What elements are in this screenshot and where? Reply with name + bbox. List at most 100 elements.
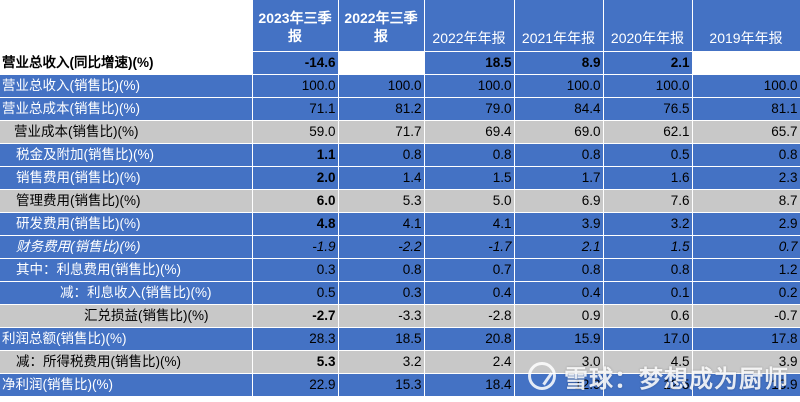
row-label: 汇兑损益(销售比)(%): [0, 304, 253, 328]
table-cell: 1.6: [603, 166, 693, 190]
table-cell: 2.1: [603, 51, 693, 75]
table-cell: 17.0: [603, 327, 693, 351]
table-cell: 2.1: [514, 235, 604, 259]
table-cell: 100.0: [424, 74, 515, 98]
table-cell: 62.1: [603, 120, 693, 144]
table-cell: 17.8: [692, 327, 800, 351]
table-cell: 71.7: [338, 120, 425, 144]
table-cell: 0.8: [603, 258, 693, 282]
table-cell: 100.0: [603, 74, 693, 98]
table-cell: 4.5: [603, 350, 693, 374]
table-cell: 12.9: [514, 373, 604, 397]
table-cell: 18.5: [338, 327, 425, 351]
table-cell: 1.5: [424, 166, 515, 190]
table-cell: 100.0: [252, 74, 339, 98]
row-label: 管理费用(销售比)(%): [0, 189, 253, 213]
table-cell: 0.8: [692, 143, 800, 167]
table-cell: -2.8: [424, 304, 515, 328]
table-cell: 0.8: [424, 143, 515, 167]
table-row: 销售费用(销售比)(%) 2.0 1.4 1.5 1.7 1.6 2.3: [0, 166, 800, 190]
table-row: 营业总收入(销售比)(%) 100.0 100.0 100.0 100.0 10…: [0, 74, 800, 98]
row-label: 营业总成本(销售比)(%): [0, 97, 253, 121]
table-row: 管理费用(销售比)(%) 6.0 5.3 5.0 6.9 7.6 8.7: [0, 189, 800, 213]
table-cell: 1.5: [603, 235, 693, 259]
table-row: 营业总成本(销售比)(%) 71.1 81.2 79.0 84.4 76.5 8…: [0, 97, 800, 121]
table-cell: 5.3: [252, 350, 339, 374]
table-cell: 20.8: [424, 327, 515, 351]
table-cell: 4.8: [252, 212, 339, 236]
table-cell: 7.6: [603, 189, 693, 213]
column-header: 2022年年报: [424, 0, 515, 52]
table-cell: 8.9: [514, 51, 604, 75]
row-label: 净利润(销售比)(%): [0, 373, 253, 397]
table-row: 营业成本(销售比)(%) 59.0 71.7 69.4 69.0 62.1 65…: [0, 120, 800, 144]
table-cell: 100.0: [338, 74, 425, 98]
table-row: 其中：利息费用(销售比)(%) 0.3 0.8 0.7 0.8 0.8 1.2: [0, 258, 800, 282]
column-header: 2022年三季报: [338, 0, 425, 52]
table-cell: 3.2: [338, 350, 425, 374]
row-label: 营业总收入(同比增速)(%): [0, 51, 253, 75]
table-cell: 18.4: [424, 373, 515, 397]
table-row-revenue-growth: 营业总收入(同比增速)(%) -14.6 18.5 8.9 2.1: [0, 51, 800, 75]
table-cell: 0.3: [338, 281, 425, 305]
table-cell: 0.7: [692, 235, 800, 259]
table-row: 减：所得税费用(销售比)(%) 5.3 3.2 2.4 3.0 4.5 3.9: [0, 350, 800, 374]
table-cell: [692, 51, 800, 75]
table-cell: 0.7: [424, 258, 515, 282]
row-label: 减：利息收入(销售比)(%): [0, 281, 253, 305]
header-row: 2023年三季报 2022年三季报 2022年年报 2021年年报 2020年年…: [0, 0, 800, 52]
table-cell: -2.7: [252, 304, 339, 328]
table-cell: 0.9: [514, 304, 604, 328]
table-cell: 81.2: [338, 97, 425, 121]
table-cell: -14.6: [252, 51, 339, 75]
table-cell: 0.8: [514, 143, 604, 167]
table-cell: 0.8: [514, 258, 604, 282]
table-row: 净利润(销售比)(%) 22.9 15.3 18.4 12.9 12.5 13.…: [0, 373, 800, 397]
table-cell: 0.8: [338, 258, 425, 282]
table-cell: 59.0: [252, 120, 339, 144]
table-cell: [338, 51, 425, 75]
table-cell: 4.1: [338, 212, 425, 236]
row-label: 营业成本(销售比)(%): [0, 120, 253, 144]
table-cell: 2.9: [692, 212, 800, 236]
table-cell: 2.3: [692, 166, 800, 190]
row-label: 财务费用(销售比)(%): [0, 235, 253, 259]
table-cell: 5.3: [338, 189, 425, 213]
table-cell: 84.4: [514, 97, 604, 121]
table-cell: 3.2: [603, 212, 693, 236]
table-cell: 12.5: [603, 373, 693, 397]
table-cell: -2.2: [338, 235, 425, 259]
table-cell: 0.3: [252, 258, 339, 282]
table-cell: 15.3: [338, 373, 425, 397]
table-cell: 22.9: [252, 373, 339, 397]
table-cell: 0.4: [424, 281, 515, 305]
table-cell: -1.9: [252, 235, 339, 259]
table-row: 研发费用(销售比)(%) 4.8 4.1 4.1 3.9 3.2 2.9: [0, 212, 800, 236]
row-label: 税金及附加(销售比)(%): [0, 143, 253, 167]
table-cell: 0.5: [603, 143, 693, 167]
column-header: 2020年年报: [603, 0, 693, 52]
table-cell: 65.7: [692, 120, 800, 144]
table-cell: -0.7: [692, 304, 800, 328]
row-label: 研发费用(销售比)(%): [0, 212, 253, 236]
table-cell: -3.3: [338, 304, 425, 328]
table-cell: 81.1: [692, 97, 800, 121]
row-label: 营业总收入(销售比)(%): [0, 74, 253, 98]
table-cell: 3.9: [692, 350, 800, 374]
table-row: 财务费用(销售比)(%) -1.9 -2.2 -1.7 2.1 1.5 0.7: [0, 235, 800, 259]
table-cell: 2.0: [252, 166, 339, 190]
table-cell: 0.1: [603, 281, 693, 305]
column-header: 2019年年报: [692, 0, 800, 52]
row-label: 利润总额(销售比)(%): [0, 327, 253, 351]
table-cell: 3.9: [514, 212, 604, 236]
table-cell: 18.5: [424, 51, 515, 75]
column-header: 2021年年报: [514, 0, 604, 52]
table-row: 减：利息收入(销售比)(%) 0.5 0.3 0.4 0.4 0.1 0.2: [0, 281, 800, 305]
table-row: 利润总额(销售比)(%) 28.3 18.5 20.8 15.9 17.0 17…: [0, 327, 800, 351]
table-row: 汇兑损益(销售比)(%) -2.7 -3.3 -2.8 0.9 0.6 -0.7: [0, 304, 800, 328]
table-cell: 1.7: [514, 166, 604, 190]
table-cell: 13.9: [692, 373, 800, 397]
table-cell: -1.7: [424, 235, 515, 259]
